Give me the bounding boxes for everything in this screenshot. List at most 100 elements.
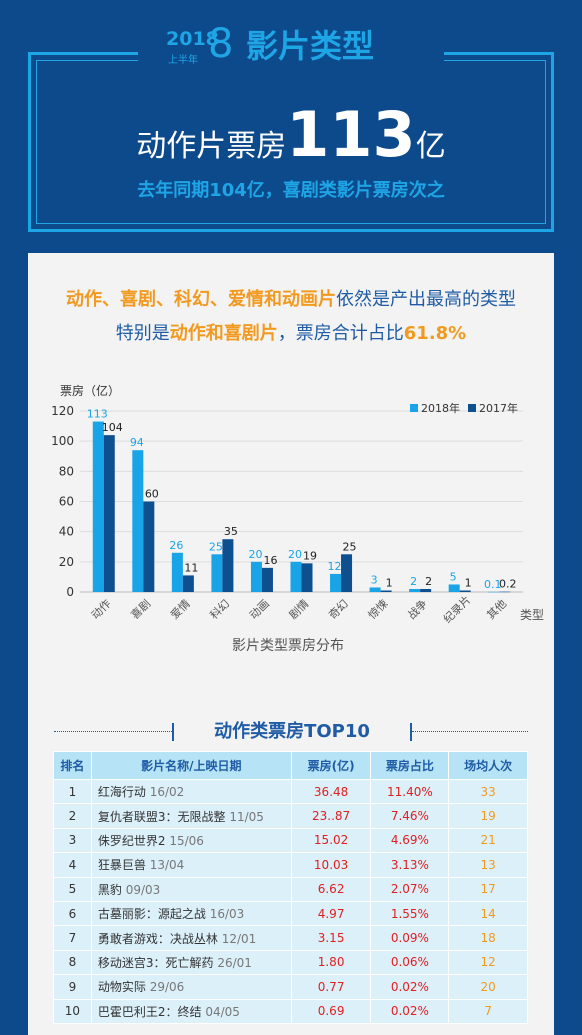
movie-title: 红海行动 bbox=[97, 785, 146, 800]
share-cell: 11.40% bbox=[370, 778, 450, 805]
y-tick-label: 0 bbox=[66, 585, 74, 599]
bar-2018 bbox=[488, 591, 500, 593]
movie-title: 移动迷宫3：死亡解药 bbox=[97, 955, 214, 970]
bar-data-label: 19 bbox=[303, 549, 317, 562]
y-tick-label: 60 bbox=[59, 495, 74, 509]
intro-text-2a: 特别是 bbox=[115, 323, 170, 344]
bar-data-label: 20 bbox=[288, 548, 302, 561]
bar-2018 bbox=[409, 588, 421, 592]
table-row: 5 黑豹 09/03 6.62 2.07% 17 bbox=[53, 876, 528, 902]
intro-highlight-1: 动作、喜剧、科幻、爱情和动画片 bbox=[66, 289, 336, 310]
rank-cell: 2 bbox=[53, 803, 92, 829]
rank-cell: 6 bbox=[53, 900, 92, 927]
avg-attendance-cell: 13 bbox=[448, 852, 528, 878]
bar-data-label: 16 bbox=[263, 554, 277, 567]
x-tick-label: 科幻 bbox=[207, 596, 232, 621]
bar-2018 bbox=[290, 561, 302, 592]
share-cell: 2.07% bbox=[370, 876, 450, 902]
bar-data-label: 0.2 bbox=[499, 578, 517, 591]
bar-2017 bbox=[301, 563, 313, 592]
bar-data-label: 25 bbox=[209, 540, 223, 553]
content-panel: 动作、喜剧、科幻、爱情和动画片依然是产出最高的类型 特别是动作和喜剧片，票房合计… bbox=[28, 253, 554, 1035]
box-office-cell: 6.62 bbox=[290, 876, 372, 902]
movie-title: 巴霍巴利王2：终结 bbox=[97, 1004, 202, 1019]
box-office-cell: 23..87 bbox=[290, 803, 372, 829]
box-office-cell: 10.03 bbox=[290, 852, 372, 878]
title-cell: 移动迷宫3：死亡解药 26/01 bbox=[90, 949, 292, 976]
year-label: 2018 bbox=[166, 28, 219, 50]
header-box-office: 票房(亿) bbox=[290, 751, 372, 780]
rank-cell: 1 bbox=[53, 778, 92, 805]
chart-caption: 影片类型票房分布 bbox=[232, 638, 344, 654]
bar-data-label: 25 bbox=[343, 540, 357, 553]
title-cell: 侏罗纪世界2 15/06 bbox=[90, 827, 292, 854]
intro-line-1: 动作、喜剧、科幻、爱情和动画片依然是产出最高的类型 bbox=[28, 285, 554, 311]
movie-title: 动物实际 bbox=[97, 980, 146, 995]
x-tick-label: 战争 bbox=[405, 596, 430, 621]
bar-2018 bbox=[330, 573, 342, 592]
bar-data-label: 113 bbox=[87, 408, 108, 421]
avg-attendance-cell: 21 bbox=[448, 827, 528, 854]
title-cell: 红海行动 16/02 bbox=[90, 778, 292, 805]
rank-cell: 8 bbox=[53, 949, 92, 976]
table-row: 1 红海行动 16/02 36.48 11.40% 33 bbox=[53, 778, 528, 805]
table-row: 7 勇敢者游戏：决战丛林 12/01 3.15 0.09% 18 bbox=[53, 925, 528, 951]
bar-data-label: 1 bbox=[465, 576, 472, 589]
share-cell: 4.69% bbox=[370, 827, 450, 854]
bar-data-label: 35 bbox=[224, 525, 238, 538]
bar-2018 bbox=[369, 587, 381, 592]
table-row: 4 狂暴巨兽 13/04 10.03 3.13% 13 bbox=[53, 852, 528, 878]
x-tick-label: 纪录片 bbox=[441, 593, 474, 626]
table-row: 3 侏罗纪世界2 15/06 15.02 4.69% 21 bbox=[53, 827, 528, 854]
release-date: 15/06 bbox=[169, 833, 204, 848]
movie-title: 狂暴巨兽 bbox=[97, 858, 146, 873]
release-date: 12/01 bbox=[221, 931, 257, 946]
intro-text-1: 依然是产出最高的类型 bbox=[336, 289, 516, 310]
avg-attendance-cell: 19 bbox=[448, 803, 528, 829]
bar-2018 bbox=[250, 561, 262, 592]
table-header-row: 排名 影片名称/上映日期 票房(亿) 票房占比 场均人次 bbox=[53, 751, 528, 780]
avg-attendance-cell: 33 bbox=[448, 778, 528, 805]
rank-cell: 10 bbox=[53, 998, 92, 1024]
movie-title: 侏罗纪世界2 bbox=[97, 833, 166, 848]
intro-line-2: 特别是动作和喜剧片，票房合计占比61.8% bbox=[28, 319, 554, 345]
avg-attendance-cell: 7 bbox=[448, 998, 528, 1024]
intro-text-2b: ，票房合计占比 bbox=[277, 323, 404, 344]
movie-title: 黑豹 bbox=[97, 882, 122, 897]
avg-attendance-cell: 17 bbox=[448, 876, 528, 902]
top10-table: 排名 影片名称/上映日期 票房(亿) 票房占比 场均人次 1 红海行动 16/02… bbox=[53, 751, 528, 1024]
header-share: 票房占比 bbox=[370, 751, 450, 780]
avg-attendance-cell: 20 bbox=[448, 974, 528, 1000]
rank-cell: 7 bbox=[53, 925, 92, 951]
bar-data-label: 11 bbox=[184, 561, 198, 574]
rank-cell: 4 bbox=[53, 852, 92, 878]
title-cell: 黑豹 09/03 bbox=[90, 876, 292, 902]
avg-attendance-cell: 14 bbox=[448, 900, 528, 927]
y-tick-label: 20 bbox=[59, 555, 74, 569]
title-cell: 勇敢者游戏：决战丛林 12/01 bbox=[90, 925, 292, 951]
bar-2018 bbox=[92, 421, 104, 592]
table-title: 动作类票房TOP10 bbox=[214, 721, 370, 742]
box-office-cell: 3.15 bbox=[290, 925, 372, 951]
bar-2017 bbox=[103, 435, 115, 592]
bar-2018 bbox=[448, 584, 460, 592]
bar-data-label: 12 bbox=[328, 560, 342, 573]
release-date: 04/05 bbox=[205, 1004, 240, 1019]
bar-data-label: 104 bbox=[102, 421, 123, 434]
release-date: 16/03 bbox=[209, 907, 245, 922]
headline: 动作片票房113亿 bbox=[0, 100, 582, 170]
intro-highlight-2: 动作和喜剧片 bbox=[169, 323, 278, 344]
bar-2017 bbox=[499, 591, 511, 593]
bar-2017 bbox=[182, 575, 194, 592]
movie-title: 复仇者联盟3：无限战整 bbox=[97, 809, 226, 824]
title-cell: 复仇者联盟3：无限战整 11/05 bbox=[90, 803, 292, 829]
x-tick-label: 奇幻 bbox=[326, 597, 351, 622]
bar-data-label: 0.1 bbox=[484, 578, 502, 591]
bar-2018 bbox=[132, 450, 144, 592]
x-tick-label: 其他 bbox=[484, 597, 509, 622]
x-tick-label: 惊悚 bbox=[365, 596, 390, 621]
x-tick-label: 动作 bbox=[89, 597, 114, 622]
bar-2017 bbox=[143, 501, 155, 592]
headline-prefix: 动作片票房 bbox=[136, 129, 287, 164]
x-tick-label: 喜剧 bbox=[128, 597, 153, 622]
